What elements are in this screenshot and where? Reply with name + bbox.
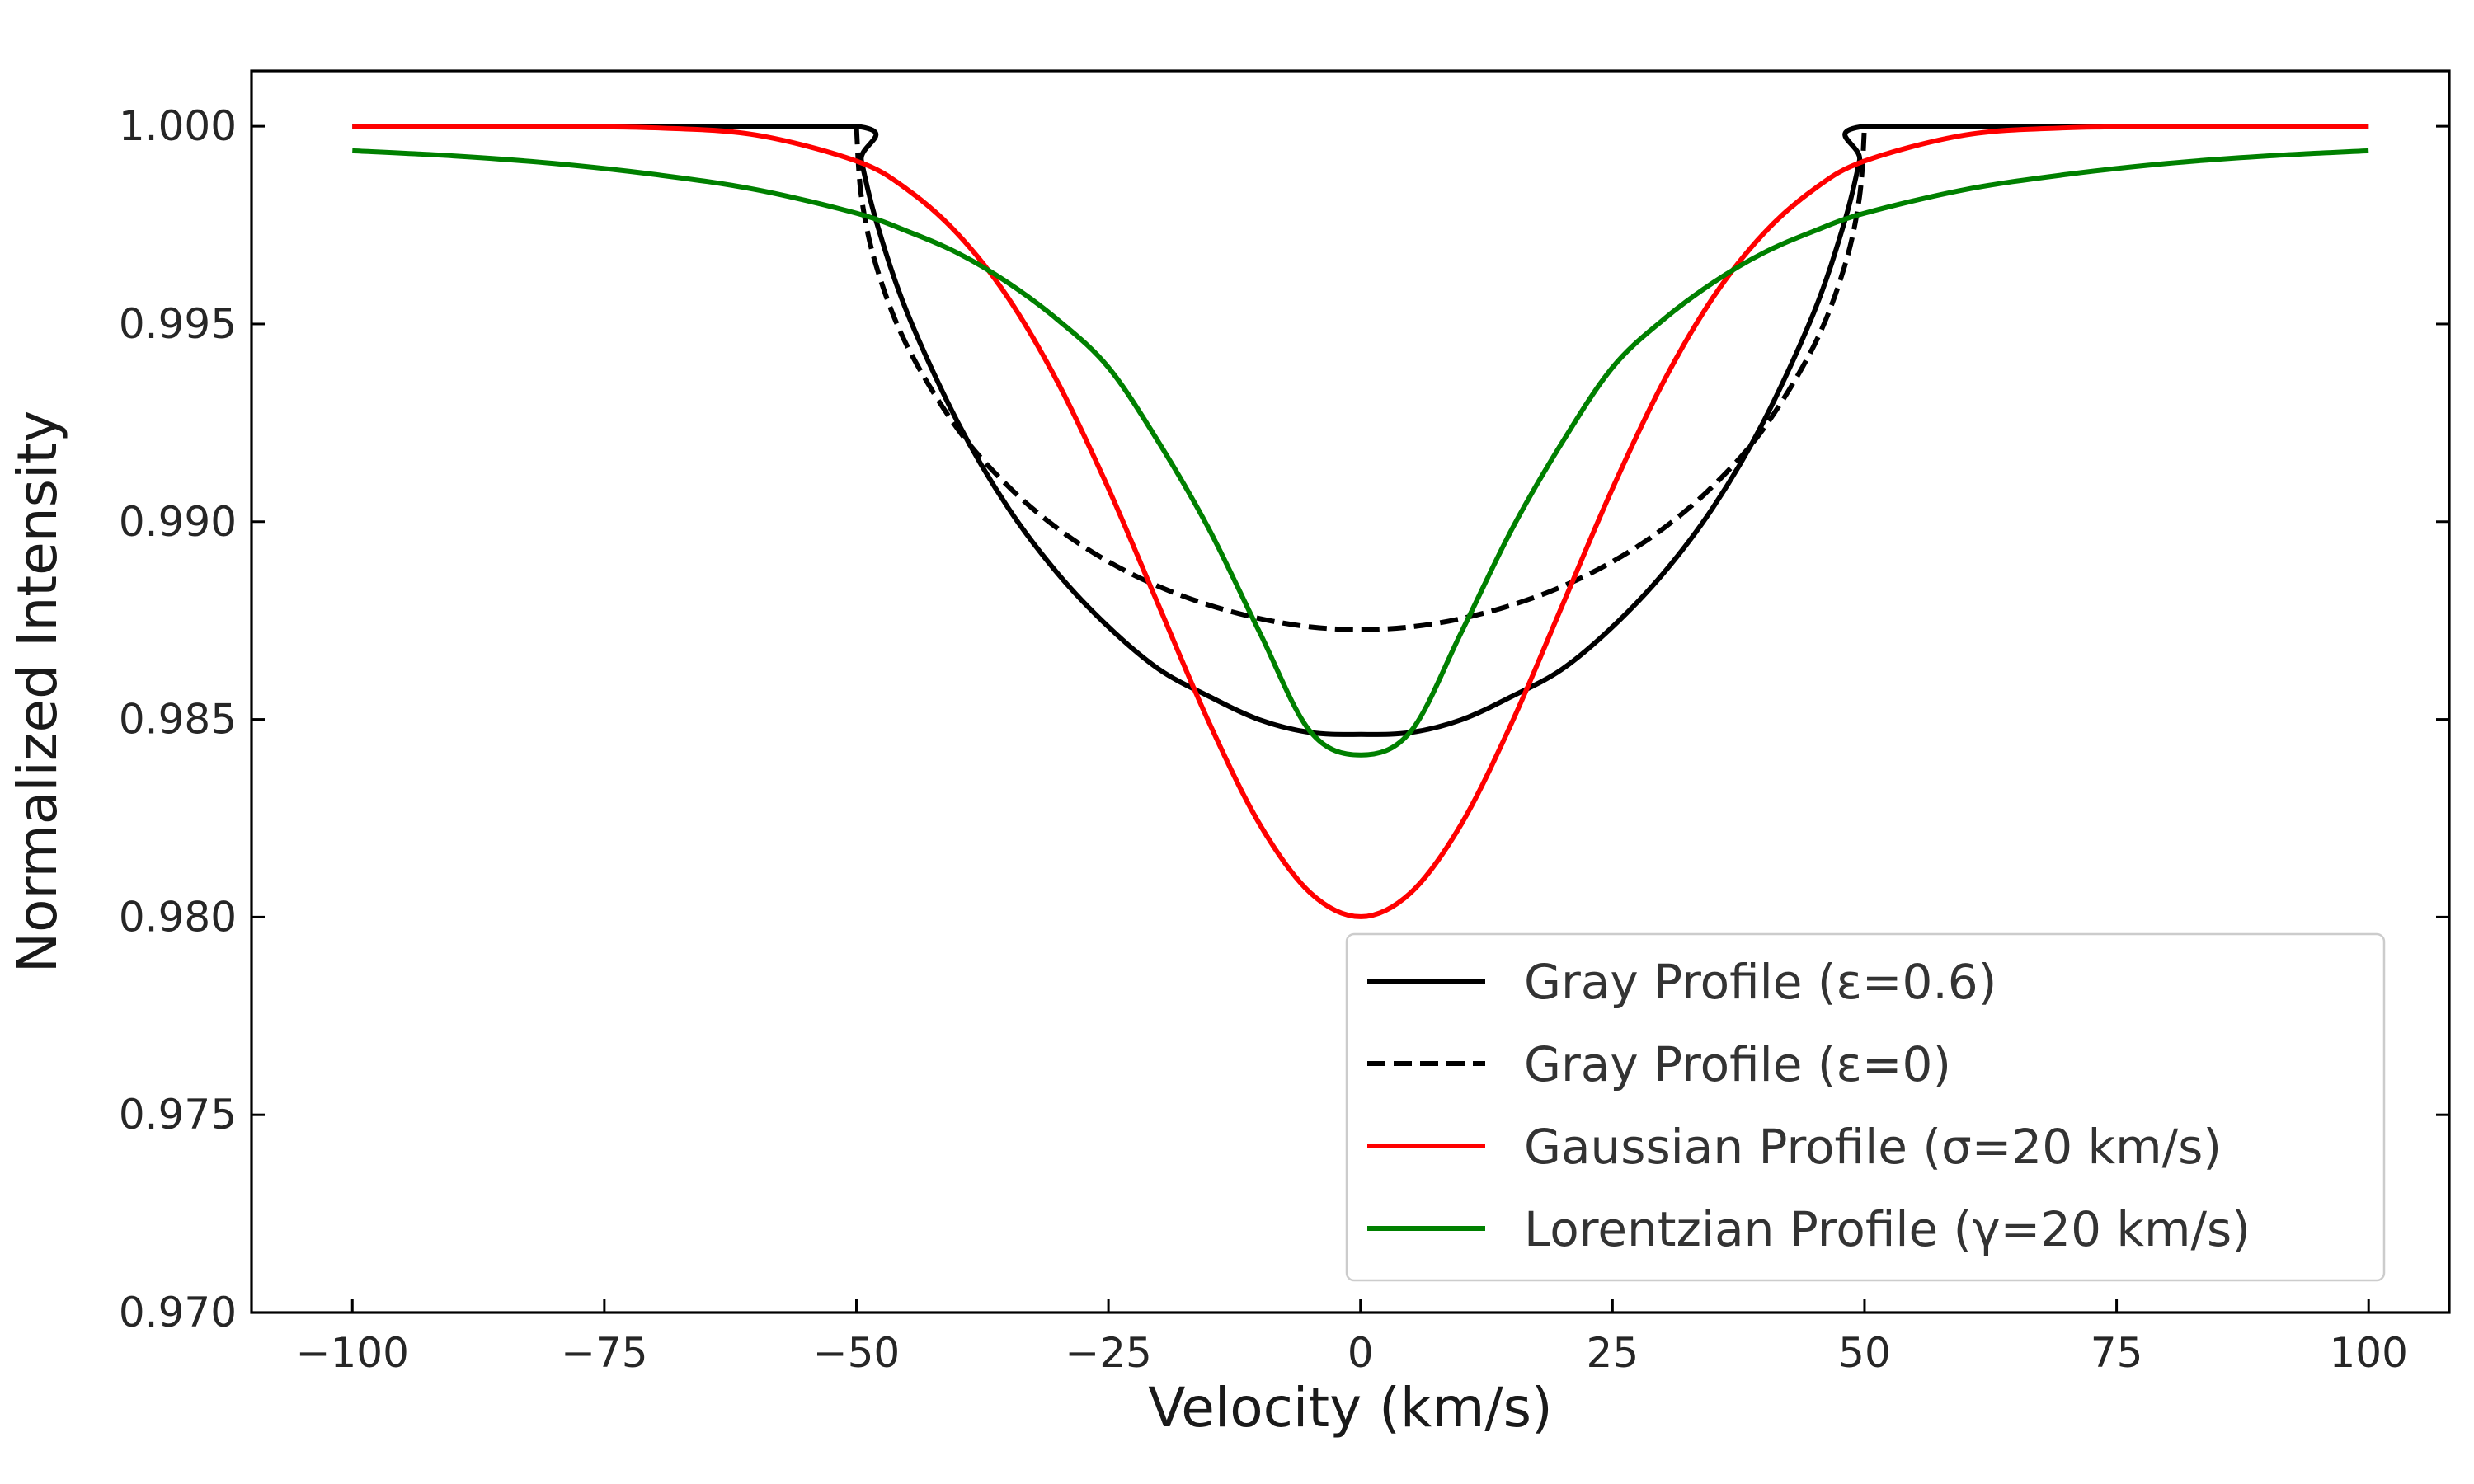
plot-frame [250,69,2451,1314]
plot-lines [352,124,2369,919]
y-tick-label: 0.970 [119,1289,237,1336]
legend: Gray Profile (ε=0.6) Gray Profile (ε=0) Ga… [1345,932,2386,1282]
x-tick-label: 75 [2091,1329,2143,1377]
y-tick-label: 0.985 [119,696,237,744]
y-tick-label: 0.990 [119,498,237,546]
x-tick-label: −100 [296,1329,409,1377]
x-axis-label: Velocity (km/s) [1148,1376,1553,1439]
legend-label-3: Gaussian Profile (σ=20 km/s) [1524,1119,2222,1175]
x-tick-label: −50 [813,1329,901,1377]
series-line-4 [352,148,2369,758]
y-tick-label: 0.975 [119,1091,237,1139]
y-axis-label: Normalized Intensity [6,411,69,974]
legend-label-2: Gray Profile (ε=0) [1524,1036,1951,1092]
x-tick-label: 25 [1587,1329,1639,1377]
series-line-1 [352,124,2369,737]
x-axis-ticks: −100 −75 −50 −25 0 25 50 75 100 [296,1299,2408,1377]
y-tick-label: 0.995 [119,300,237,348]
legend-label-4: Lorentzian Profile (γ=20 km/s) [1524,1201,2251,1257]
x-tick-label: 0 [1348,1329,1374,1377]
legend-label-1: Gray Profile (ε=0.6) [1524,954,1997,1010]
x-tick-label: 50 [1838,1329,1891,1377]
y-tick-label: 0.980 [119,893,237,941]
x-tick-label: 100 [2329,1329,2407,1377]
series-line-3 [352,124,2369,919]
y-tick-label: 1.000 [119,102,237,150]
x-tick-label: −25 [1065,1329,1152,1377]
y-axis-ticks: 0.970 0.975 0.980 0.985 0.990 0.995 1.000 [119,102,2449,1336]
legend-box [1345,932,2386,1282]
x-tick-label: −75 [561,1329,648,1377]
series-line-2 [854,125,1867,632]
